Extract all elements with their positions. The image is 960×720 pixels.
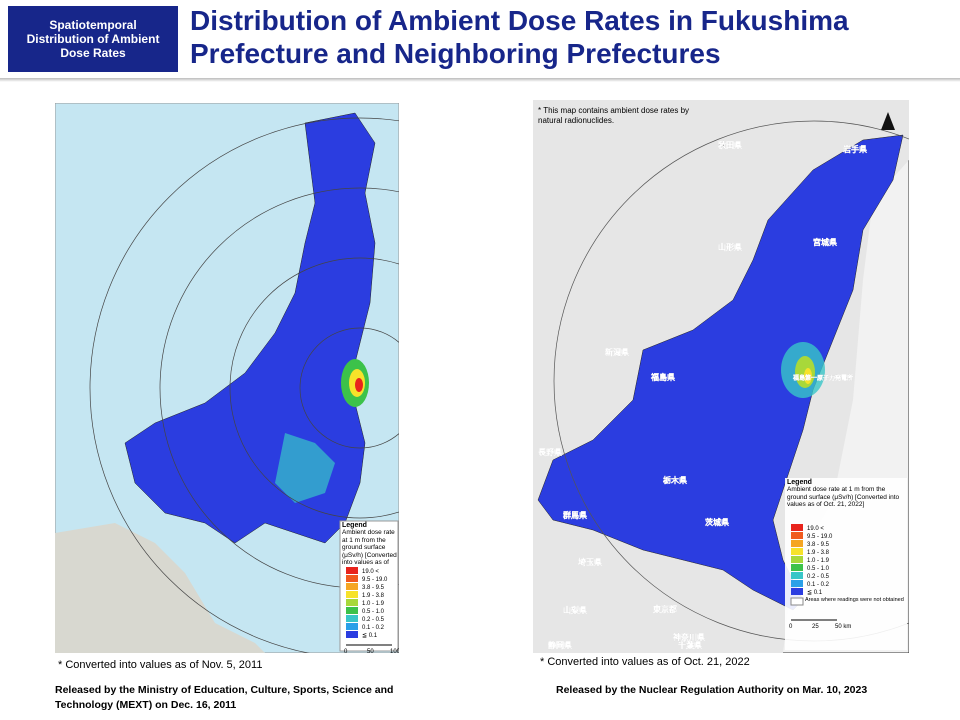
left-caption: * Converted into values as of Nov. 5, 20… (58, 659, 263, 671)
legend-swatch (791, 572, 803, 579)
legend-description-box: Ambient dose rate at 1 m from the ground… (787, 486, 900, 508)
legend-label: 1.0 - 1.9 (807, 558, 830, 564)
legend-swatch (791, 556, 803, 563)
legend-swatch (791, 524, 803, 531)
right-caption: * Converted into values as of Oct. 21, 2… (540, 656, 750, 668)
legend-swatch (346, 615, 358, 622)
legend-label: 3.8 - 9.5 (807, 542, 830, 548)
region-label: 福島県 (650, 372, 675, 382)
legend-label: 1.0 - 1.9 (362, 601, 385, 607)
region-label: 福島第一原子力発電所 (792, 374, 853, 382)
region-label: 栃木県 (663, 475, 687, 485)
legend-swatch (346, 599, 358, 606)
legend-swatch (791, 580, 803, 587)
region-label: 東京都 (653, 604, 677, 614)
scale-label: 50 (367, 649, 374, 653)
region-label: 新潟県 (605, 347, 629, 357)
legend-label: 9.5 - 19.0 (362, 577, 388, 583)
legend-nodata: Areas where readings were not obtained (805, 597, 904, 603)
region-label: 岩手県 (842, 144, 867, 154)
region-label: 長野県 (538, 447, 562, 457)
region-label: 群馬県 (562, 510, 587, 520)
legend-label: 0.5 - 1.0 (807, 566, 830, 572)
legend-label: 0.1 - 0.2 (807, 582, 830, 588)
region-label: 山梨県 (563, 605, 587, 615)
region-label: 宮城県 (813, 237, 837, 247)
legend-label: 0.2 - 0.5 (807, 574, 830, 580)
legend-description-box: Ambient dose rate at 1 m from the ground… (342, 529, 397, 565)
left-credit: Released by the Ministry of Education, C… (55, 684, 394, 711)
region-label: 秋田県 (717, 140, 742, 150)
legend-swatch (790, 597, 804, 606)
header-rule (0, 78, 960, 82)
legend-label: 0.5 - 1.0 (362, 609, 385, 615)
legend-title: Legend (342, 522, 367, 529)
legend-label: 19.0 < (362, 569, 379, 575)
region-label: 山形県 (718, 242, 742, 252)
section-tag: Spatiotemporal Distribution of Ambient D… (8, 6, 178, 72)
legend-swatch (346, 591, 358, 598)
legend-label: 1.9 - 3.8 (807, 550, 830, 556)
legend-swatch (346, 567, 358, 574)
legend-label: 3.8 - 9.5 (362, 585, 385, 591)
legend-swatch (791, 548, 803, 555)
region-label: 静岡県 (548, 640, 572, 650)
legend-label: ≦ 0.1 (807, 590, 823, 596)
legend-swatch (346, 583, 358, 590)
legend-swatch (346, 631, 358, 638)
legend-swatch (346, 607, 358, 614)
legend-description: Ambient dose rate at 1 m from the ground… (342, 529, 397, 565)
legend-swatch (791, 540, 803, 547)
region-label: 神奈川県 (673, 632, 705, 642)
legend-label: 0.1 - 0.2 (362, 625, 385, 631)
legend-description: Ambient dose rate at 1 m from the ground… (787, 486, 900, 508)
legend-swatch (791, 588, 803, 595)
legend-swatch (791, 532, 803, 539)
region-label: 茨城県 (705, 517, 729, 527)
scale-label: 100 km (390, 649, 399, 653)
scale-label: 0 (789, 624, 793, 630)
slide-title: Distribution of Ambient Dose Rates in Fu… (190, 5, 849, 69)
scale-label: 25 (812, 624, 819, 630)
right-note: * This map contains ambient dose rates b… (538, 106, 690, 125)
legend-label: 0.2 - 0.5 (362, 617, 385, 623)
scale-label: 50 km (835, 624, 851, 630)
legend-nodata-box: Areas where readings were not obtained (805, 597, 904, 603)
legend-label: 19.0 < (807, 526, 824, 532)
right-credit: Released by the Nuclear Regulation Autho… (556, 684, 868, 696)
legend-title: Legend (787, 479, 812, 486)
legend-swatch (346, 623, 358, 630)
legend-swatch (791, 564, 803, 571)
scale-label: 0 (344, 649, 348, 653)
legend-swatch (346, 575, 358, 582)
region-label: 千葉県 (678, 640, 702, 650)
legend-label: 1.9 - 3.8 (362, 593, 385, 599)
region-label: 埼玉県 (578, 557, 602, 567)
legend-label: 9.5 - 19.0 (807, 534, 833, 540)
legend-label: ≦ 0.1 (362, 633, 378, 639)
